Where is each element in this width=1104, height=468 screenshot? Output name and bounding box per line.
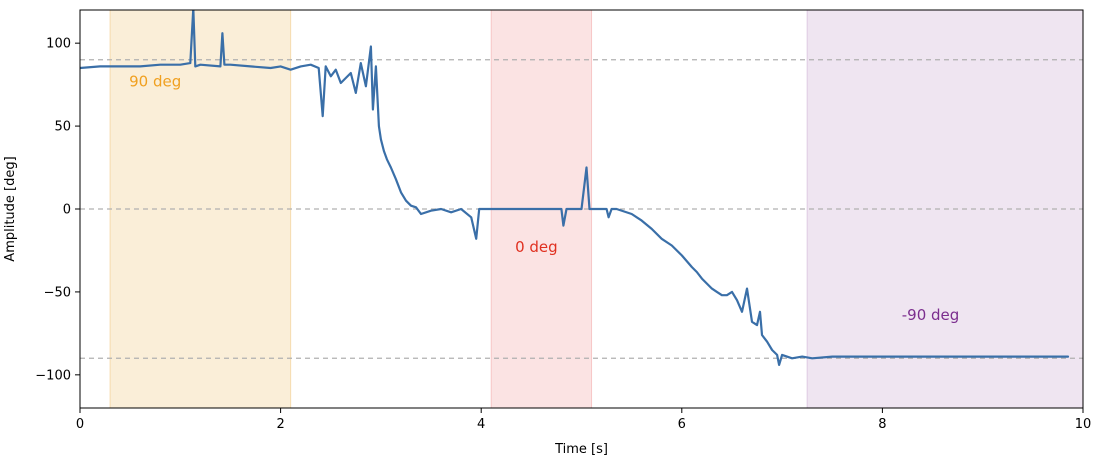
x-tick-label: 0 — [76, 417, 84, 432]
y-axis-label: Amplitude [deg] — [3, 156, 18, 261]
x-axis-ticks: 0 2 4 6 8 10 — [76, 408, 1091, 432]
x-tick-label: 2 — [276, 417, 284, 432]
data-series — [80, 10, 1070, 366]
x-axis-label: Time [s] — [554, 442, 608, 457]
band-labels: 90 deg 0 deg -90 deg — [129, 72, 959, 324]
series-line — [80, 10, 1070, 366]
band-label: 90 deg — [129, 72, 181, 90]
x-tick-label: 4 — [477, 417, 485, 432]
y-tick-label: 0 — [63, 203, 71, 218]
x-tick-label: 10 — [1075, 417, 1092, 432]
y-tick-label: −50 — [44, 285, 71, 300]
y-tick-label: 100 — [46, 37, 71, 52]
x-tick-label: 6 — [678, 417, 686, 432]
y-axis-ticks: −100 −50 0 50 100 — [35, 37, 80, 383]
x-tick-label: 8 — [878, 417, 886, 432]
y-tick-label: −100 — [35, 368, 71, 383]
band-label: 0 deg — [515, 238, 558, 256]
band-label: -90 deg — [902, 306, 960, 324]
y-tick-label: 50 — [54, 120, 71, 135]
